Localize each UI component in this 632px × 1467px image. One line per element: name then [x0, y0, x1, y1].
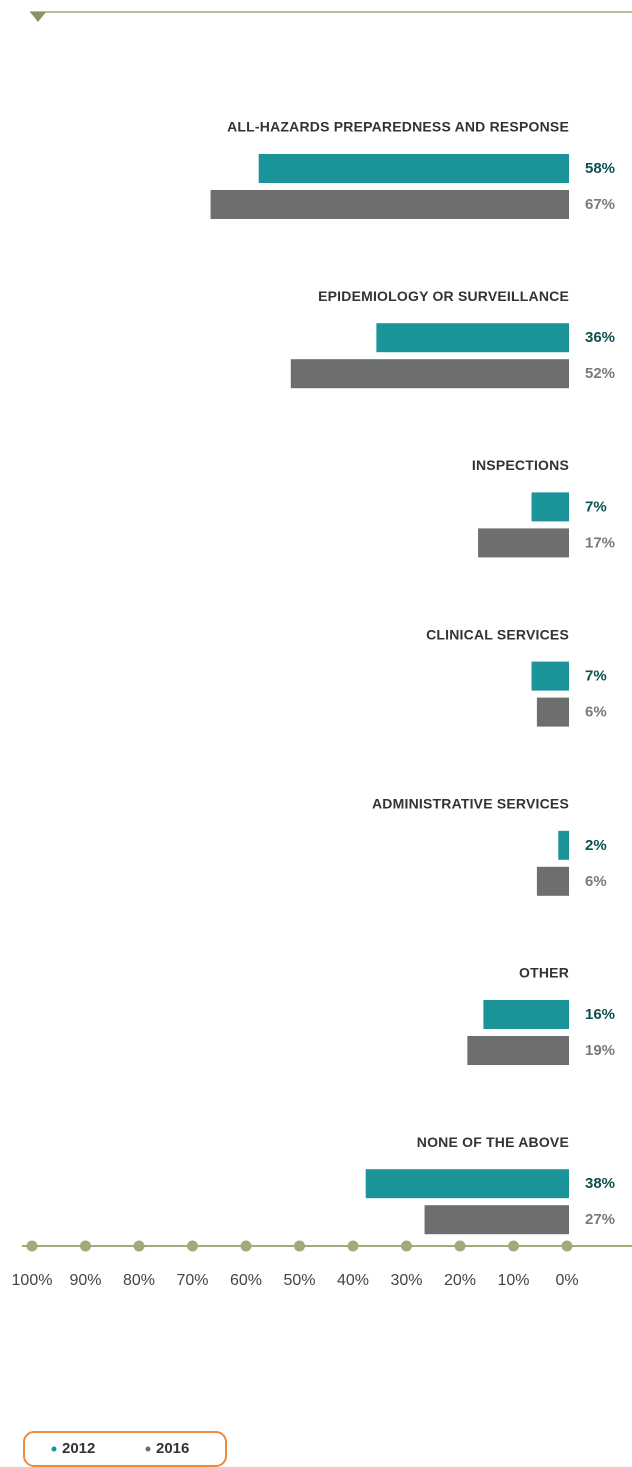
bar [536, 697, 569, 727]
category-label: OTHER [519, 965, 569, 981]
category-label: EPIDEMIOLOGY OR SURVEILLANCE [318, 288, 569, 304]
tick-dot [26, 1240, 38, 1252]
bar [478, 528, 569, 558]
value-label: 52% [585, 365, 615, 382]
value-label: 27% [585, 1211, 615, 1228]
x-tick-label: 10% [497, 1272, 529, 1289]
tick-dot [294, 1240, 305, 1252]
x-tick-label: 40% [337, 1272, 369, 1289]
value-label: 7% [585, 498, 607, 515]
bar [467, 1036, 569, 1065]
legend-label: 2016 [156, 1440, 189, 1457]
bar [210, 190, 570, 219]
x-tick-label: 100% [12, 1272, 53, 1289]
value-label: 6% [585, 704, 607, 721]
legend-dot [145, 1446, 151, 1452]
tick-dot [347, 1240, 359, 1252]
value-label: 38% [585, 1175, 615, 1192]
bar [376, 323, 569, 353]
bar [290, 359, 569, 389]
legend-label: 2012 [62, 1440, 95, 1457]
bar [258, 154, 569, 183]
bar [483, 1000, 569, 1029]
bar [424, 1205, 569, 1235]
x-tick-label: 70% [176, 1272, 208, 1289]
category-label: ALL-HAZARDS PREPAREDNESS AND RESPONSE [227, 119, 569, 135]
bar [558, 830, 569, 860]
value-label: 17% [585, 534, 615, 551]
x-tick-label: 0% [555, 1272, 578, 1289]
top-marker [30, 12, 46, 22]
category-label: NONE OF THE ABOVE [417, 1134, 569, 1150]
category-label: ADMINISTRATIVE SERVICES [372, 796, 569, 812]
value-label: 67% [585, 196, 615, 213]
value-label: 19% [585, 1042, 615, 1059]
category-label: CLINICAL SERVICES [426, 626, 569, 642]
value-label: 16% [585, 1006, 615, 1023]
bar [536, 866, 569, 896]
tick-dot [401, 1240, 412, 1252]
tick-dot [133, 1240, 145, 1252]
tick-dot [187, 1240, 198, 1252]
bar [365, 1169, 569, 1199]
legend-dot [51, 1446, 57, 1452]
value-label: 58% [585, 160, 615, 177]
value-label: 6% [585, 873, 607, 890]
value-label: 36% [585, 329, 615, 346]
x-tick-label: 30% [390, 1272, 422, 1289]
value-label: 2% [585, 837, 607, 854]
tick-dot [508, 1240, 519, 1252]
bar [531, 661, 569, 691]
x-tick-label: 80% [123, 1272, 155, 1289]
x-tick-label: 50% [283, 1272, 315, 1289]
value-label: 7% [585, 668, 607, 685]
legend-box [23, 1431, 227, 1467]
tick-dot [454, 1240, 466, 1252]
tick-dot [80, 1240, 91, 1252]
tick-dot [561, 1240, 573, 1252]
bar [531, 492, 569, 522]
x-tick-label: 90% [69, 1272, 101, 1289]
x-tick-label: 60% [230, 1272, 262, 1289]
x-tick-label: 20% [444, 1272, 476, 1289]
category-label: INSPECTIONS [472, 457, 569, 473]
tick-dot [240, 1240, 252, 1252]
